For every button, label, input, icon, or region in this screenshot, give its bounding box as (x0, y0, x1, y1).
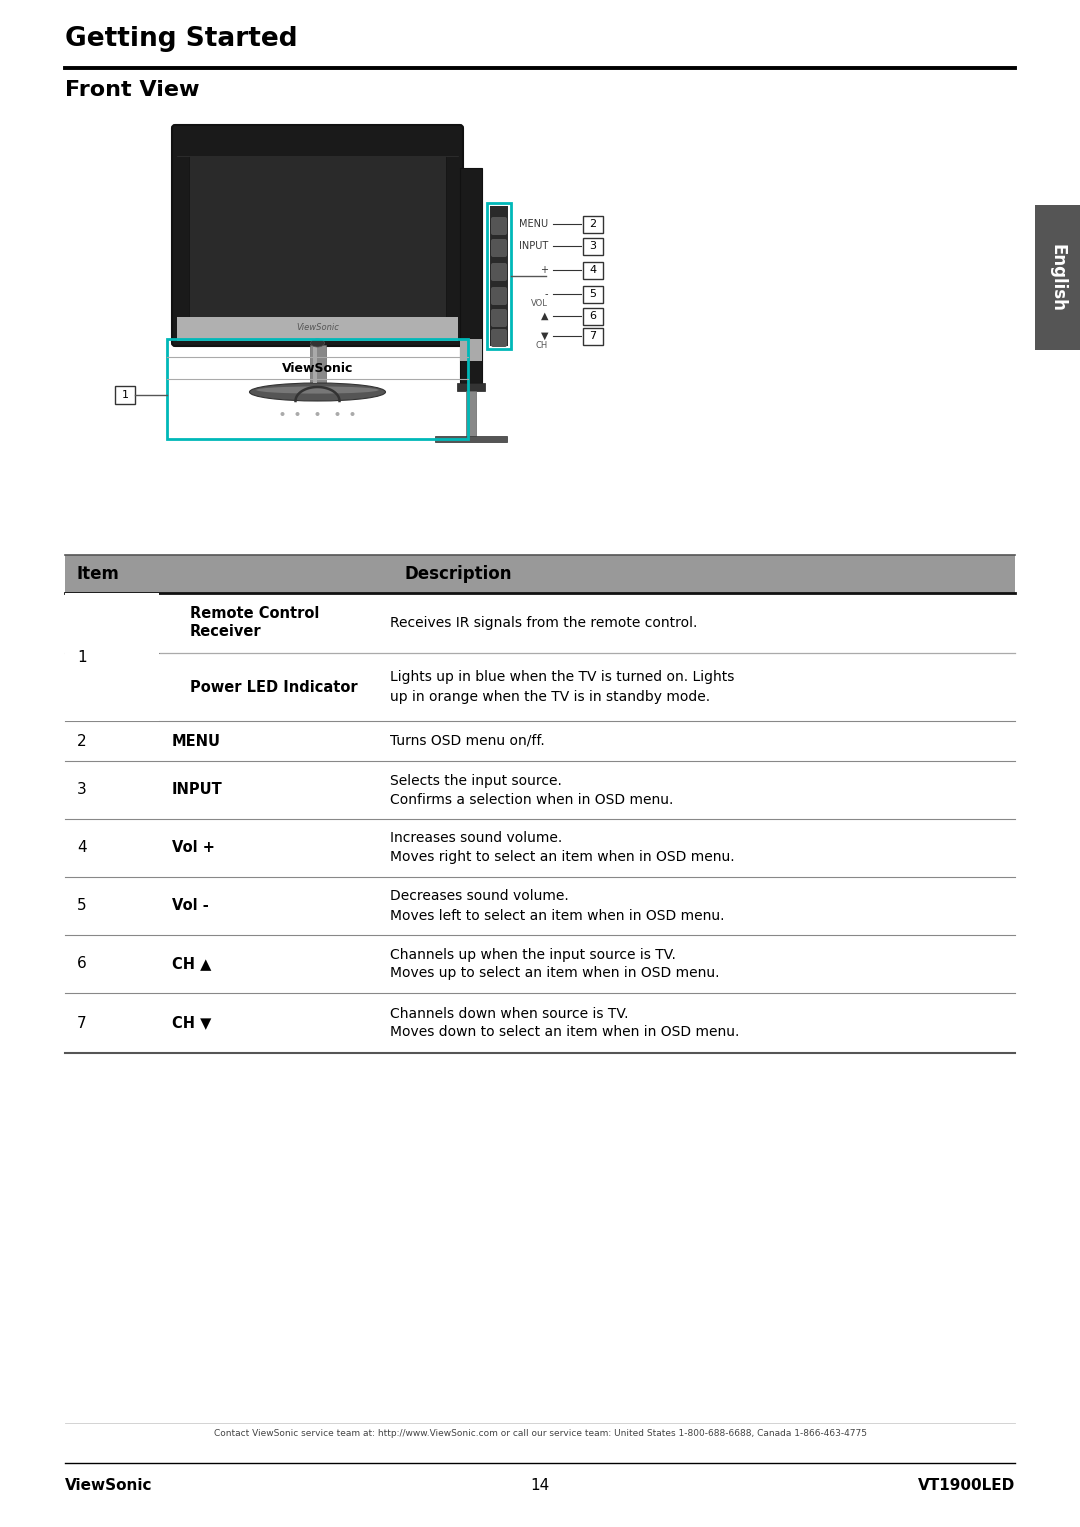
Bar (583, 286, 603, 302)
Text: English: English (1049, 244, 1067, 312)
Text: 2: 2 (590, 218, 596, 229)
Text: 6: 6 (77, 956, 86, 971)
Text: Power LED Indicator: Power LED Indicator (190, 680, 357, 695)
Text: Moves down to select an item when in OSD menu.: Moves down to select an item when in OSD… (390, 1026, 740, 1040)
Bar (189, 156, 446, 328)
Text: ViewSonic: ViewSonic (282, 362, 353, 374)
Text: CH: CH (536, 342, 548, 351)
Text: Moves right to select an item when in OSD menu.: Moves right to select an item when in OS… (390, 851, 734, 864)
Text: ▲: ▲ (540, 312, 548, 321)
FancyBboxPatch shape (491, 263, 507, 281)
Bar (310, 345, 325, 383)
Text: MENU: MENU (518, 218, 548, 229)
Text: INPUT: INPUT (172, 782, 222, 797)
Bar (583, 215, 603, 234)
Text: 5: 5 (590, 289, 596, 299)
Bar (167, 339, 468, 438)
Bar (177, 318, 458, 341)
Text: Vol -: Vol - (172, 898, 208, 913)
Bar (65, 592, 159, 721)
Circle shape (315, 412, 320, 415)
Bar (312, 345, 316, 383)
Text: Channels down when source is TV.: Channels down when source is TV. (390, 1006, 629, 1020)
Text: 1: 1 (77, 649, 86, 664)
Text: Vol +: Vol + (172, 840, 215, 855)
Ellipse shape (249, 383, 386, 402)
Bar (460, 339, 482, 360)
Text: VOL: VOL (531, 299, 548, 308)
Bar (487, 203, 511, 350)
Bar (465, 391, 476, 437)
Bar (457, 383, 485, 391)
Text: Remote Control: Remote Control (190, 606, 320, 621)
Text: 5: 5 (77, 898, 86, 913)
Text: Receiver: Receiver (190, 625, 261, 640)
Text: 2: 2 (77, 733, 86, 748)
Text: up in orange when the TV is in standby mode.: up in orange when the TV is in standby m… (390, 690, 711, 704)
Text: Item: Item (77, 565, 120, 583)
Text: VT1900LED: VT1900LED (918, 1478, 1015, 1493)
Bar (490, 206, 508, 347)
Text: 4: 4 (590, 266, 596, 275)
Ellipse shape (256, 386, 379, 394)
Text: Confirms a selection when in OSD menu.: Confirms a selection when in OSD menu. (390, 793, 673, 806)
Text: CH ▲: CH ▲ (172, 956, 212, 971)
FancyBboxPatch shape (491, 287, 507, 305)
Text: Increases sound volume.: Increases sound volume. (390, 832, 563, 846)
Text: 6: 6 (590, 312, 596, 321)
FancyBboxPatch shape (491, 328, 507, 347)
Text: +: + (540, 266, 548, 275)
Bar (583, 328, 603, 345)
Text: -: - (544, 289, 548, 299)
Text: 7: 7 (77, 1015, 86, 1031)
Bar (583, 238, 603, 255)
Circle shape (281, 412, 284, 415)
Text: ViewSonic: ViewSonic (65, 1478, 152, 1493)
FancyBboxPatch shape (491, 240, 507, 257)
Circle shape (351, 412, 354, 415)
Ellipse shape (311, 339, 324, 347)
Text: ▼: ▼ (540, 331, 548, 341)
FancyBboxPatch shape (491, 308, 507, 327)
Bar (114, 386, 135, 405)
Text: Contact ViewSonic service team at: http://www.ViewSonic.com or call our service : Contact ViewSonic service team at: http:… (214, 1429, 866, 1438)
Circle shape (336, 412, 339, 415)
Text: Turns OSD menu on/ff.: Turns OSD menu on/ff. (390, 734, 544, 748)
Text: MENU: MENU (172, 733, 221, 748)
Circle shape (296, 412, 299, 415)
Bar (65, 554, 1015, 592)
Text: Moves left to select an item when in OSD menu.: Moves left to select an item when in OSD… (390, 909, 725, 922)
Text: 1: 1 (121, 389, 129, 400)
Text: CH ▼: CH ▼ (172, 1015, 212, 1031)
Text: 3: 3 (590, 241, 596, 250)
Text: Receives IR signals from the remote control.: Receives IR signals from the remote cont… (390, 615, 698, 631)
Text: ViewSonic: ViewSonic (296, 322, 339, 331)
Text: Description: Description (405, 565, 513, 583)
Text: Selects the input source.: Selects the input source. (390, 774, 562, 788)
Text: Lights up in blue when the TV is turned on. Lights: Lights up in blue when the TV is turned … (390, 670, 734, 684)
FancyBboxPatch shape (491, 217, 507, 235)
Bar (460, 168, 482, 383)
FancyBboxPatch shape (172, 125, 463, 347)
Text: 7: 7 (590, 331, 596, 341)
Text: Front View: Front View (65, 79, 200, 99)
Bar (1035, 205, 1080, 350)
Text: 3: 3 (77, 782, 86, 797)
Text: Getting Started: Getting Started (65, 26, 298, 52)
Text: 4: 4 (77, 840, 86, 855)
Text: 14: 14 (530, 1478, 550, 1493)
Bar (583, 308, 603, 325)
Text: Channels up when the input source is TV.: Channels up when the input source is TV. (390, 947, 676, 962)
Bar (583, 263, 603, 279)
Text: Decreases sound volume.: Decreases sound volume. (390, 890, 569, 904)
Text: Moves up to select an item when in OSD menu.: Moves up to select an item when in OSD m… (390, 967, 719, 980)
Bar (435, 437, 507, 441)
Text: INPUT: INPUT (518, 241, 548, 250)
